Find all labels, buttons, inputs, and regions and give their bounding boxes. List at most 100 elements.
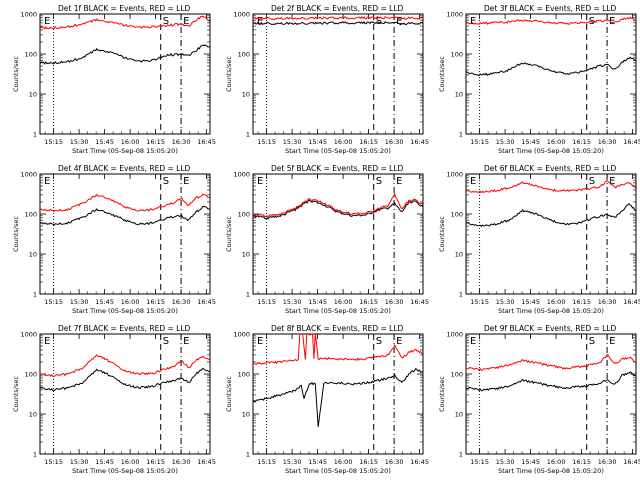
x-tick-label: 15:15 bbox=[257, 298, 276, 306]
plot-frame bbox=[252, 173, 424, 295]
y-tick-label: 100 bbox=[451, 51, 463, 59]
x-tick-label: 16:15 bbox=[359, 458, 378, 466]
marker-letter: S bbox=[163, 16, 169, 27]
x-tick-label: 16:15 bbox=[359, 298, 378, 306]
series-line-events bbox=[466, 371, 636, 392]
x-tick-label: 16:30 bbox=[172, 138, 191, 146]
y-tick-label: 1000 bbox=[20, 171, 37, 179]
x-axis-label: Start Time (05-Sep-08 15:05:20) bbox=[72, 467, 178, 475]
panel-title: Det 2f BLACK = Events, RED = LLD bbox=[271, 4, 404, 13]
marker-letter: E bbox=[609, 16, 615, 27]
x-tick-label: 15:30 bbox=[283, 458, 302, 466]
panel-title: Det 1f BLACK = Events, RED = LLD bbox=[58, 4, 191, 13]
marker-letter: E bbox=[470, 16, 476, 27]
y-tick-label: 10 bbox=[242, 411, 250, 419]
marker-letter: E bbox=[396, 176, 402, 187]
x-tick-label: 15:15 bbox=[44, 298, 63, 306]
series-line-lld bbox=[466, 353, 636, 371]
x-tick-label: 15:45 bbox=[308, 298, 327, 306]
x-tick-label: 16:30 bbox=[385, 458, 404, 466]
y-axis-label: Counts/sec bbox=[438, 56, 446, 92]
y-tick-label: 100 bbox=[25, 371, 37, 379]
x-tick-label: 15:30 bbox=[70, 138, 89, 146]
y-tick-label: 1 bbox=[459, 291, 463, 299]
panel-title: Det 6f BLACK = Events, RED = LLD bbox=[484, 164, 617, 173]
panel-title: Det 8f BLACK = Events, RED = LLD bbox=[271, 324, 404, 333]
x-axis-label: Start Time (05-Sep-08 15:05:20) bbox=[498, 467, 604, 475]
marker-letter: E bbox=[470, 336, 476, 347]
y-tick-label: 100 bbox=[25, 51, 37, 59]
marker-letter: E bbox=[257, 336, 263, 347]
x-axis-label: Start Time (05-Sep-08 15:05:20) bbox=[285, 467, 391, 475]
x-tick-label: 16:15 bbox=[572, 298, 591, 306]
series-line-events bbox=[466, 202, 636, 228]
y-tick-label: 1 bbox=[33, 131, 37, 139]
y-axis-label: Counts/sec bbox=[438, 216, 446, 252]
marker-letter: S bbox=[163, 336, 169, 347]
marker-letter: S bbox=[163, 176, 169, 187]
marker-letter: E bbox=[609, 336, 615, 347]
x-axis-label: Start Time (05-Sep-08 15:05:20) bbox=[285, 307, 391, 315]
y-tick-label: 1000 bbox=[233, 171, 250, 179]
x-tick-label: 15:45 bbox=[95, 458, 114, 466]
y-tick-label: 1 bbox=[246, 291, 250, 299]
x-tick-label: 15:15 bbox=[470, 138, 489, 146]
x-tick-label: 16:15 bbox=[572, 138, 591, 146]
plot-frame bbox=[465, 173, 637, 295]
series-line-events bbox=[253, 21, 423, 26]
marker-letter: E bbox=[396, 16, 402, 27]
x-axis-label: Start Time (05-Sep-08 15:05:20) bbox=[498, 147, 604, 155]
marker-letter: S bbox=[376, 336, 382, 347]
x-tick-label: 16:45 bbox=[623, 298, 640, 306]
y-axis-label: Counts/sec bbox=[225, 376, 233, 412]
x-tick-label: 16:30 bbox=[385, 298, 404, 306]
y-tick-label: 1 bbox=[246, 451, 250, 459]
x-tick-label: 16:30 bbox=[172, 458, 191, 466]
x-tick-label: 15:45 bbox=[521, 458, 540, 466]
y-tick-label: 100 bbox=[451, 211, 463, 219]
x-tick-label: 16:00 bbox=[334, 458, 353, 466]
panel-det-4f: Det 4f BLACK = Events, RED = LLD 1 10 100 10… bbox=[12, 164, 216, 315]
x-tick-label: 16:30 bbox=[385, 138, 404, 146]
series-line-lld bbox=[40, 353, 210, 378]
marker-letter: E bbox=[183, 336, 189, 347]
x-tick-label: 16:15 bbox=[146, 298, 165, 306]
x-tick-label: 16:45 bbox=[410, 298, 429, 306]
y-tick-label: 1 bbox=[459, 131, 463, 139]
panel-det-1f: Det 1f BLACK = Events, RED = LLD 1 10 100 10… bbox=[12, 4, 216, 155]
plot-frame bbox=[252, 333, 424, 455]
y-tick-label: 10 bbox=[29, 91, 37, 99]
x-tick-label: 16:45 bbox=[623, 458, 640, 466]
y-tick-label: 10 bbox=[455, 251, 463, 259]
x-tick-label: 16:00 bbox=[334, 138, 353, 146]
x-tick-label: 16:00 bbox=[121, 458, 140, 466]
y-tick-label: 1000 bbox=[446, 171, 463, 179]
y-tick-label: 1000 bbox=[446, 331, 463, 339]
y-tick-label: 100 bbox=[238, 211, 250, 219]
series-line-events bbox=[40, 44, 210, 65]
panel-det-5f: Det 5f BLACK = Events, RED = LLD 1 10 100 10… bbox=[225, 164, 429, 315]
x-tick-label: 16:15 bbox=[359, 138, 378, 146]
panel-title: Det 7f BLACK = Events, RED = LLD bbox=[58, 324, 191, 333]
y-tick-label: 1 bbox=[246, 131, 250, 139]
panel-title: Det 3f BLACK = Events, RED = LLD bbox=[484, 4, 617, 13]
series-line-events bbox=[466, 56, 636, 77]
marker-letter: E bbox=[183, 16, 189, 27]
y-tick-label: 1 bbox=[33, 451, 37, 459]
x-tick-label: 15:45 bbox=[308, 458, 327, 466]
x-axis-label: Start Time (05-Sep-08 15:05:20) bbox=[285, 147, 391, 155]
x-tick-label: 16:45 bbox=[197, 458, 216, 466]
x-tick-label: 15:45 bbox=[95, 138, 114, 146]
y-axis-label: Counts/sec bbox=[438, 376, 446, 412]
x-tick-label: 15:30 bbox=[496, 138, 515, 146]
x-tick-label: 15:45 bbox=[95, 298, 114, 306]
marker-letter: E bbox=[44, 336, 50, 347]
y-tick-label: 1000 bbox=[233, 331, 250, 339]
panel-det-9f: Det 9f BLACK = Events, RED = LLD 1 10 100 10… bbox=[438, 324, 640, 475]
x-tick-label: 15:15 bbox=[470, 458, 489, 466]
y-tick-label: 10 bbox=[242, 251, 250, 259]
x-tick-label: 15:15 bbox=[470, 298, 489, 306]
x-axis-label: Start Time (05-Sep-08 15:05:20) bbox=[498, 307, 604, 315]
x-tick-label: 16:00 bbox=[121, 138, 140, 146]
